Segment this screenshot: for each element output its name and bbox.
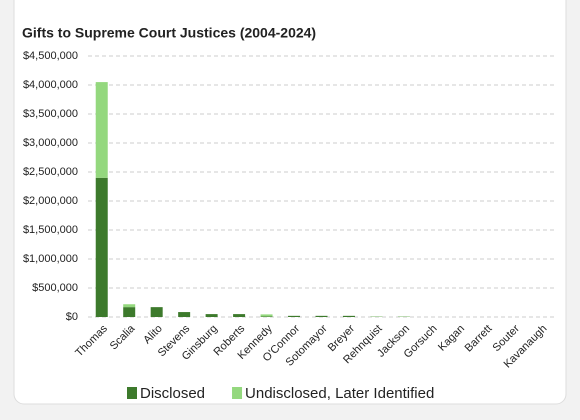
legend-swatch: [232, 387, 242, 399]
y-tick-label: $0: [66, 311, 78, 323]
bar-segment: [96, 82, 108, 178]
bar-segment: [261, 314, 273, 316]
legend-swatch: [127, 387, 137, 399]
y-tick-label: $500,000: [32, 282, 78, 294]
legend-label: Undisclosed, Later Identified: [245, 385, 434, 402]
bar-segment: [343, 316, 355, 317]
y-tick-label: $3,000,000: [23, 137, 78, 149]
y-tick-label: $4,500,000: [23, 50, 78, 62]
y-tick-label: $1,000,000: [23, 253, 78, 265]
chart-title: Gifts to Supreme Court Justices (2004-20…: [22, 25, 316, 41]
bar-segment: [233, 314, 245, 317]
bar-segment: [96, 178, 108, 317]
y-tick-label: $1,500,000: [23, 224, 78, 236]
bar-segment: [178, 312, 190, 317]
legend-label: Disclosed: [140, 385, 205, 402]
bar-segment: [261, 316, 273, 317]
y-tick-label: $2,500,000: [23, 166, 78, 178]
bar-segment: [316, 316, 328, 317]
bar-segment: [206, 314, 218, 317]
bar-segment: [123, 307, 135, 317]
bar-segment: [288, 316, 300, 317]
y-tick-label: $4,000,000: [23, 79, 78, 91]
bar-segment: [123, 304, 135, 307]
bar-segment: [151, 307, 163, 317]
y-tick-label: $3,500,000: [23, 108, 78, 120]
y-tick-label: $2,000,000: [23, 195, 78, 207]
